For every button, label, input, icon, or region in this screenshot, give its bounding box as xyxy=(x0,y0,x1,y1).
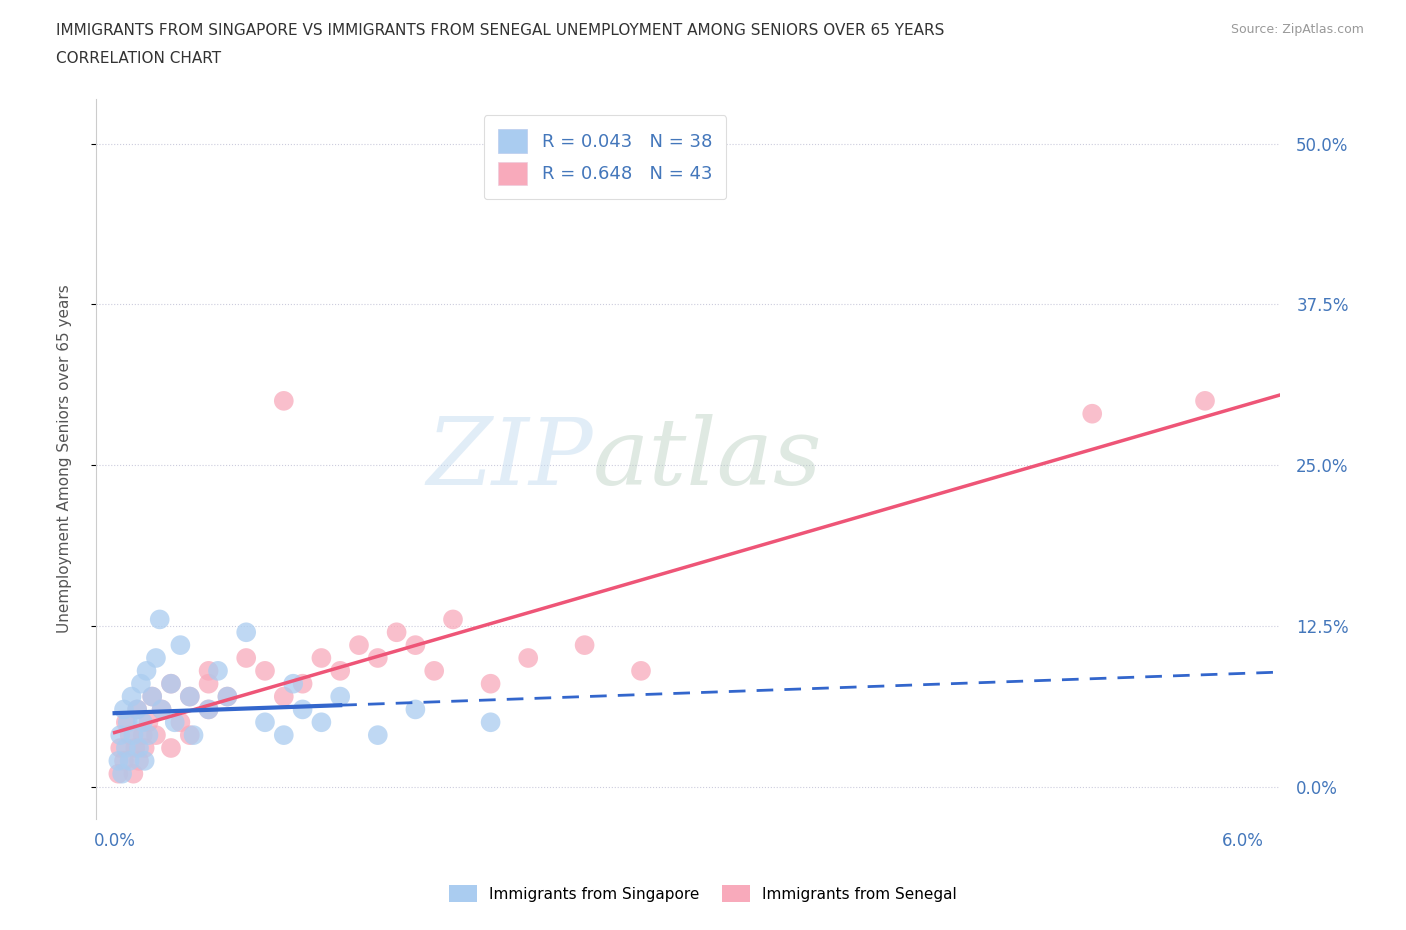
Text: atlas: atlas xyxy=(593,414,823,504)
Point xyxy=(127,702,149,717)
Point xyxy=(112,753,135,768)
Point xyxy=(121,689,143,704)
Point xyxy=(630,663,652,678)
Point xyxy=(122,727,145,742)
Point xyxy=(111,766,134,781)
Point xyxy=(169,715,191,730)
Point xyxy=(115,715,138,730)
Point xyxy=(169,638,191,653)
Point xyxy=(118,753,141,768)
Point xyxy=(115,740,138,755)
Point xyxy=(273,689,295,704)
Point xyxy=(1081,406,1104,421)
Point xyxy=(134,740,156,755)
Point xyxy=(217,689,239,704)
Point xyxy=(311,715,333,730)
Point xyxy=(291,676,314,691)
Point xyxy=(197,702,219,717)
Point xyxy=(107,766,129,781)
Point xyxy=(404,638,426,653)
Point xyxy=(112,702,135,717)
Point xyxy=(367,727,389,742)
Point xyxy=(107,753,129,768)
Point xyxy=(235,651,257,666)
Point xyxy=(110,740,132,755)
Point xyxy=(117,715,139,730)
Point xyxy=(179,689,201,704)
Point xyxy=(207,663,229,678)
Point xyxy=(311,651,333,666)
Point xyxy=(160,740,183,755)
Point xyxy=(145,727,167,742)
Point xyxy=(329,663,352,678)
Point xyxy=(253,715,276,730)
Point xyxy=(183,727,205,742)
Point xyxy=(163,715,186,730)
Point xyxy=(135,663,157,678)
Point xyxy=(441,612,464,627)
Point xyxy=(423,663,446,678)
Point xyxy=(129,676,152,691)
Point xyxy=(110,727,132,742)
Point xyxy=(273,727,295,742)
Point xyxy=(134,753,156,768)
Legend: Immigrants from Singapore, Immigrants from Senegal: Immigrants from Singapore, Immigrants fr… xyxy=(443,879,963,909)
Point xyxy=(253,663,276,678)
Point xyxy=(197,702,219,717)
Point xyxy=(145,651,167,666)
Point xyxy=(122,766,145,781)
Point xyxy=(141,689,163,704)
Point xyxy=(138,715,160,730)
Legend: R = 0.043   N = 38, R = 0.648   N = 43: R = 0.043 N = 38, R = 0.648 N = 43 xyxy=(484,115,727,199)
Point xyxy=(197,663,219,678)
Point xyxy=(179,727,201,742)
Point xyxy=(385,625,408,640)
Point xyxy=(128,753,150,768)
Point xyxy=(197,676,219,691)
Point xyxy=(118,727,141,742)
Point xyxy=(132,727,155,742)
Point xyxy=(217,689,239,704)
Point xyxy=(273,393,295,408)
Point xyxy=(329,689,352,704)
Point xyxy=(291,702,314,717)
Point xyxy=(179,689,201,704)
Point xyxy=(150,702,173,717)
Point xyxy=(127,702,149,717)
Point xyxy=(404,702,426,717)
Point xyxy=(517,651,540,666)
Y-axis label: Unemployment Among Seniors over 65 years: Unemployment Among Seniors over 65 years xyxy=(58,285,72,633)
Text: Source: ZipAtlas.com: Source: ZipAtlas.com xyxy=(1230,23,1364,36)
Point xyxy=(235,625,257,640)
Point xyxy=(149,612,172,627)
Point xyxy=(132,715,155,730)
Point xyxy=(1194,393,1216,408)
Point xyxy=(347,638,370,653)
Point xyxy=(160,676,183,691)
Point xyxy=(138,727,160,742)
Point xyxy=(128,740,150,755)
Point xyxy=(283,676,305,691)
Point xyxy=(150,702,173,717)
Point xyxy=(141,689,163,704)
Point xyxy=(479,715,502,730)
Point xyxy=(574,638,596,653)
Text: IMMIGRANTS FROM SINGAPORE VS IMMIGRANTS FROM SENEGAL UNEMPLOYMENT AMONG SENIORS : IMMIGRANTS FROM SINGAPORE VS IMMIGRANTS … xyxy=(56,23,945,38)
Point xyxy=(160,676,183,691)
Point xyxy=(479,676,502,691)
Point xyxy=(367,651,389,666)
Text: ZIP: ZIP xyxy=(426,414,593,504)
Text: CORRELATION CHART: CORRELATION CHART xyxy=(56,51,221,66)
Point xyxy=(124,740,146,755)
